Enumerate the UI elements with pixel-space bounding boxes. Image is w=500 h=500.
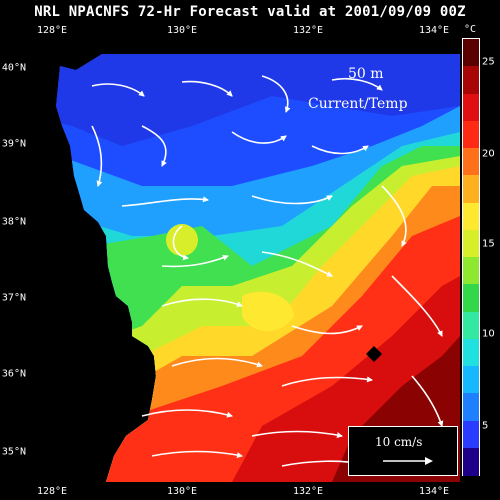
lon-tick-bottom: 130°E bbox=[166, 486, 198, 497]
colorbar-segment bbox=[463, 338, 479, 367]
colorbar-segment bbox=[463, 257, 479, 285]
colorbar-segment bbox=[463, 447, 479, 476]
lon-tick-top: 134°E bbox=[418, 25, 450, 36]
vector-legend: 10 cm/s bbox=[348, 426, 458, 476]
colorbar-segment bbox=[463, 284, 479, 312]
lat-tick: 39°N bbox=[1, 138, 26, 150]
lat-tick: 38°N bbox=[1, 216, 26, 228]
colorbar-unit: °C bbox=[464, 24, 477, 35]
colorbar-segment bbox=[463, 202, 479, 231]
colorbar-segment bbox=[463, 229, 479, 258]
colorbar bbox=[462, 38, 480, 476]
colorbar-segment bbox=[463, 148, 479, 176]
lon-tick-bottom: 128°E bbox=[36, 486, 68, 497]
lat-tick: 40°N bbox=[1, 62, 26, 74]
colorbar-tick: 15 bbox=[482, 238, 495, 250]
colorbar-segment bbox=[463, 366, 479, 394]
legend-arrow-icon bbox=[383, 457, 433, 465]
lat-tick: 35°N bbox=[1, 446, 26, 458]
lon-tick-bottom: 134°E bbox=[418, 486, 450, 497]
lat-tick: 36°N bbox=[1, 368, 26, 380]
colorbar-segment bbox=[463, 66, 479, 94]
map-title: NRL NPACNFS 72-Hr Forecast valid at 2001… bbox=[34, 4, 466, 20]
depth-label: 50 m bbox=[348, 66, 384, 82]
lon-tick-bottom: 132°E bbox=[292, 486, 324, 497]
colorbar-segment bbox=[463, 93, 479, 122]
lon-tick-top: 128°E bbox=[36, 25, 68, 36]
colorbar-segment bbox=[463, 393, 479, 421]
lat-tick: 37°N bbox=[1, 292, 26, 304]
colorbar-tick: 20 bbox=[482, 148, 495, 160]
colorbar-tick: 5 bbox=[482, 420, 489, 432]
variable-label: Current/Temp bbox=[308, 96, 408, 112]
colorbar-segment bbox=[463, 39, 479, 67]
colorbar-segment bbox=[463, 120, 479, 149]
colorbar-segment bbox=[463, 420, 479, 449]
temperature-current-map bbox=[32, 36, 460, 482]
colorbar-tick: 25 bbox=[482, 56, 495, 68]
colorbar-segment bbox=[463, 311, 479, 340]
lon-tick-top: 130°E bbox=[166, 25, 198, 36]
colorbar-segment bbox=[463, 175, 479, 203]
colorbar-tick: 10 bbox=[482, 328, 495, 340]
lon-tick-top: 132°E bbox=[292, 25, 324, 36]
vector-legend-label: 10 cm/s bbox=[375, 435, 423, 449]
